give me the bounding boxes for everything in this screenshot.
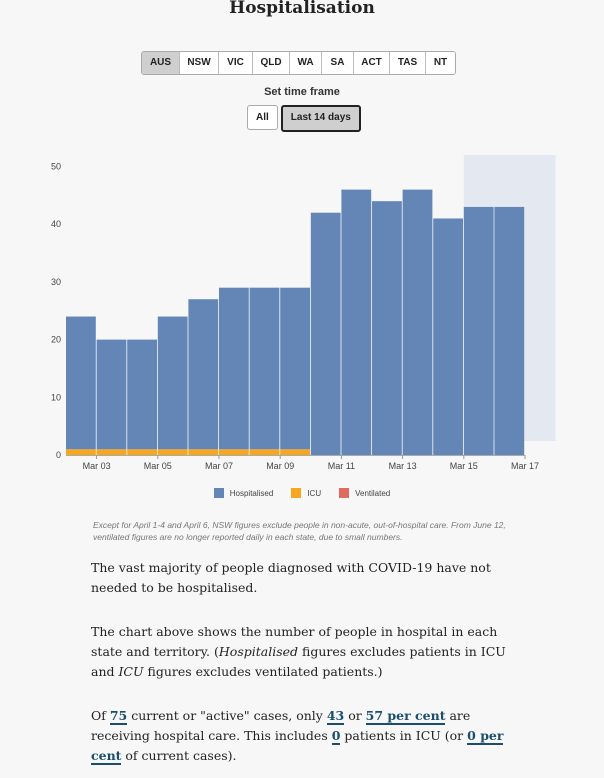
y-tick-label: 40 bbox=[51, 219, 61, 229]
tab-state-tas[interactable]: TAS bbox=[390, 52, 426, 74]
p2-icu-term: ICU bbox=[118, 664, 144, 679]
tab-state-qld[interactable]: QLD bbox=[253, 52, 290, 74]
y-tick-label: 20 bbox=[51, 335, 61, 345]
tab-state-wa[interactable]: WA bbox=[290, 52, 322, 74]
bar-hospitalised-mar-10 bbox=[310, 212, 341, 455]
bar-icu-mar-09 bbox=[280, 449, 310, 455]
x-tick-label: Mar 09 bbox=[266, 461, 294, 471]
active-cases-count: 75 bbox=[109, 708, 128, 725]
legend-item-icu: ICU bbox=[291, 488, 321, 498]
tab-state-vic[interactable]: VIC bbox=[219, 52, 253, 74]
bar-hospitalised-mar-09 bbox=[280, 287, 310, 450]
p2-text-c: figures excludes patients in ICU and bbox=[91, 644, 506, 679]
bar-icu-mar-06 bbox=[188, 449, 219, 455]
bar-hospitalised-mar-04 bbox=[127, 339, 157, 450]
x-tick-label: Mar 11 bbox=[328, 461, 355, 471]
x-tick-label: Mar 07 bbox=[205, 461, 233, 471]
bar-hospitalised-mar-14 bbox=[433, 218, 463, 455]
legend-swatch-hospitalised bbox=[213, 488, 224, 498]
hospitalisation-chart: 0 10 20 30 40 50 Mar 03 Mar 05 Mar 07 Mar 09 Mar 1… bbox=[51, 155, 556, 471]
tab-state-act[interactable]: ACT bbox=[354, 52, 390, 74]
p3-text-b: current or "active" cases, only bbox=[127, 708, 327, 723]
y-tick-label: 10 bbox=[51, 392, 61, 402]
chart-legend: Hospitalised ICU Ventilated bbox=[0, 488, 604, 498]
page-title: Hospitalisation bbox=[229, 0, 375, 18]
bar-hospitalised-mar-06 bbox=[188, 299, 219, 450]
x-tick-label: Mar 15 bbox=[450, 461, 478, 471]
time-frame-buttons: All Last 14 days bbox=[247, 105, 361, 132]
p3-text-a: Of bbox=[91, 708, 110, 723]
icu-percent: 0 per cent bbox=[91, 728, 504, 765]
tab-state-nsw[interactable]: NSW bbox=[180, 52, 219, 74]
p3-text-e: patients in ICU (or bbox=[340, 728, 468, 743]
time-frame-all-button[interactable]: All bbox=[247, 105, 278, 130]
bar-icu-mar-02 bbox=[66, 449, 96, 455]
legend-item-hospitalised: Hospitalised bbox=[213, 488, 274, 498]
bar-icu-mar-05 bbox=[157, 449, 188, 455]
p2-hospitalised-term: Hospitalised bbox=[218, 644, 299, 659]
bar-icu-mar-08 bbox=[249, 449, 280, 455]
bar-hospitalised-mar-11 bbox=[341, 189, 372, 455]
p3-text-c: or bbox=[344, 708, 366, 723]
icu-count: 0 bbox=[331, 728, 341, 745]
y-tick-label: 30 bbox=[51, 277, 61, 287]
legend-item-ventilated: Ventilated bbox=[339, 488, 390, 498]
paragraph-intro: The vast majority of people diagnosed wi… bbox=[91, 560, 491, 595]
bar-hospitalised-mar-07 bbox=[219, 287, 249, 450]
legend-label-ventilated: Ventilated bbox=[355, 488, 391, 498]
bar-hospitalised-mar-02 bbox=[66, 316, 96, 450]
bar-hospitalised-mar-16 bbox=[494, 206, 525, 455]
time-frame-label: Set time frame bbox=[264, 86, 340, 98]
tab-state-aus[interactable]: AUS bbox=[142, 52, 180, 74]
chart-footnote: Except for April 1-4 and April 6, NSW fi… bbox=[93, 520, 506, 542]
p2-text-e: figures excludes ventilated patients.) bbox=[143, 664, 383, 679]
bar-hospitalised-mar-08 bbox=[249, 287, 280, 450]
p3-text-d: are receiving hospital care. This includ… bbox=[91, 708, 471, 743]
time-frame-14-days-button[interactable]: Last 14 days bbox=[280, 105, 361, 132]
bar-hospitalised-mar-12 bbox=[372, 201, 402, 455]
bar-icu-mar-07 bbox=[219, 449, 249, 455]
bar-hospitalised-mar-03 bbox=[96, 339, 127, 450]
bar-icu-mar-04 bbox=[127, 449, 157, 455]
tab-state-sa[interactable]: SA bbox=[322, 52, 354, 74]
x-tick-label: Mar 03 bbox=[83, 461, 111, 471]
state-tabs: AUS NSW VIC QLD WA SA ACT TAS NT bbox=[141, 51, 456, 75]
x-tick-label: Mar 05 bbox=[144, 461, 172, 471]
bar-hospitalised-mar-15 bbox=[463, 206, 494, 455]
x-tick-label: Mar 13 bbox=[389, 461, 417, 471]
tab-state-nt[interactable]: NT bbox=[426, 52, 455, 74]
legend-label-hospitalised: Hospitalised bbox=[229, 488, 274, 498]
y-tick-label: 50 bbox=[51, 162, 61, 172]
paragraph-stats: Of 75 current or "active" cases, only 43… bbox=[91, 706, 511, 766]
legend-swatch-icu bbox=[291, 488, 302, 498]
bar-hospitalised-mar-05 bbox=[157, 316, 188, 450]
legend-label-icu: ICU bbox=[307, 488, 322, 498]
x-tick-label: Mar 17 bbox=[511, 461, 539, 471]
legend-swatch-ventilated bbox=[339, 488, 350, 498]
p2-text-a: The chart above shows the number of peop… bbox=[91, 624, 498, 659]
bar-hospitalised-mar-13 bbox=[402, 189, 433, 455]
hospital-count: 43 bbox=[326, 708, 345, 725]
paragraph-chart-explanation: The chart above shows the number of peop… bbox=[91, 622, 511, 682]
p3-text-f: of current cases). bbox=[121, 748, 237, 763]
hospital-percent: 57 per cent bbox=[365, 708, 446, 725]
bar-icu-mar-03 bbox=[96, 449, 127, 455]
y-tick-label: 0 bbox=[56, 450, 61, 460]
